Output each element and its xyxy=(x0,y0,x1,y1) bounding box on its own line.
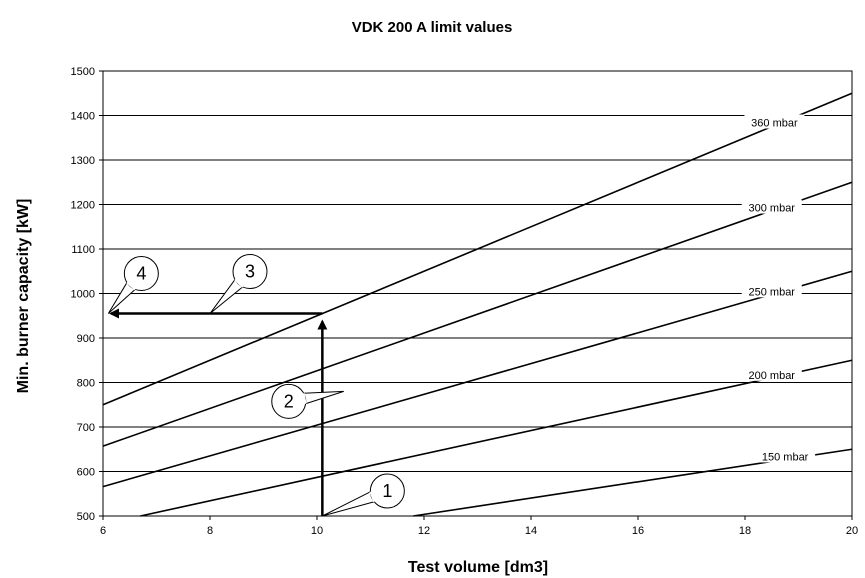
y-tick-label: 1500 xyxy=(71,66,95,78)
y-tick-label: 500 xyxy=(77,511,95,523)
y-tick-label: 700 xyxy=(77,422,95,434)
y-tick-label: 900 xyxy=(77,333,95,345)
y-tick-label: 1400 xyxy=(71,111,95,123)
y-axis-label: Min. burner capacity [kW] xyxy=(15,199,32,394)
x-tick-label: 20 xyxy=(846,525,858,537)
callout-join xyxy=(234,278,244,288)
callout-bubble xyxy=(369,473,405,509)
callout-join xyxy=(302,393,307,404)
series-line xyxy=(102,181,853,447)
series-label: 360 mbar xyxy=(751,118,798,130)
series-label-bg xyxy=(741,366,802,381)
reading-path xyxy=(109,308,328,516)
callout-pointer xyxy=(303,390,344,405)
callout-bubble xyxy=(123,256,159,292)
x-tick-label: 6 xyxy=(100,525,106,537)
x-axis-label: Test volume [dm3] xyxy=(408,559,548,576)
callout-bubble xyxy=(232,254,268,290)
y-tick-labels: 500 600 700 800 900 1000 1100 1200 1300 1400 1500 xyxy=(71,66,103,523)
y-tick-label: 1000 xyxy=(71,289,95,301)
series-label-bg xyxy=(755,448,816,463)
series-labels: 360 mbar 300 mbar 250 mbar 200 mbar 150 mbar xyxy=(741,114,816,463)
callout-number: 2 xyxy=(284,391,294,411)
series-label-bg xyxy=(744,114,805,129)
x-tick-labels: 6 8 10 12 14 16 18 20 xyxy=(100,516,858,537)
x-tick-label: 10 xyxy=(311,525,323,537)
series-line xyxy=(140,359,853,517)
x-tick-label: 16 xyxy=(632,525,644,537)
callout-pointer xyxy=(322,491,375,517)
x-tick-label: 14 xyxy=(525,525,537,537)
chart-title: VDK 200 A limit values xyxy=(352,19,513,36)
callout-join xyxy=(126,281,136,291)
x-tick-label: 8 xyxy=(207,525,213,537)
callout-pointer xyxy=(209,279,244,314)
callouts: 1 2 3 4 xyxy=(107,254,405,517)
x-tick-label: 18 xyxy=(739,525,751,537)
series-label-bg xyxy=(741,283,802,298)
callout-number: 4 xyxy=(136,264,146,284)
callout-number: 1 xyxy=(382,481,392,501)
callout-number: 3 xyxy=(245,262,255,282)
series-line xyxy=(102,270,853,488)
callout-pointer xyxy=(107,282,136,314)
callout-join xyxy=(369,491,376,503)
y-tick-label: 600 xyxy=(77,467,95,479)
series-label-bg xyxy=(741,199,802,214)
series-label: 300 mbar xyxy=(749,203,796,215)
series-label: 200 mbar xyxy=(749,370,796,382)
y-tick-label: 1100 xyxy=(71,244,95,256)
y-tick-label: 1300 xyxy=(71,155,95,167)
y-tick-label: 1200 xyxy=(71,200,95,212)
x-tick-label: 12 xyxy=(418,525,430,537)
series-label: 250 mbar xyxy=(749,286,796,298)
y-tick-label: 800 xyxy=(77,378,95,390)
series-line xyxy=(102,92,853,406)
grid xyxy=(103,70,852,517)
series-lines xyxy=(102,92,853,517)
series-label: 150 mbar xyxy=(762,451,809,463)
